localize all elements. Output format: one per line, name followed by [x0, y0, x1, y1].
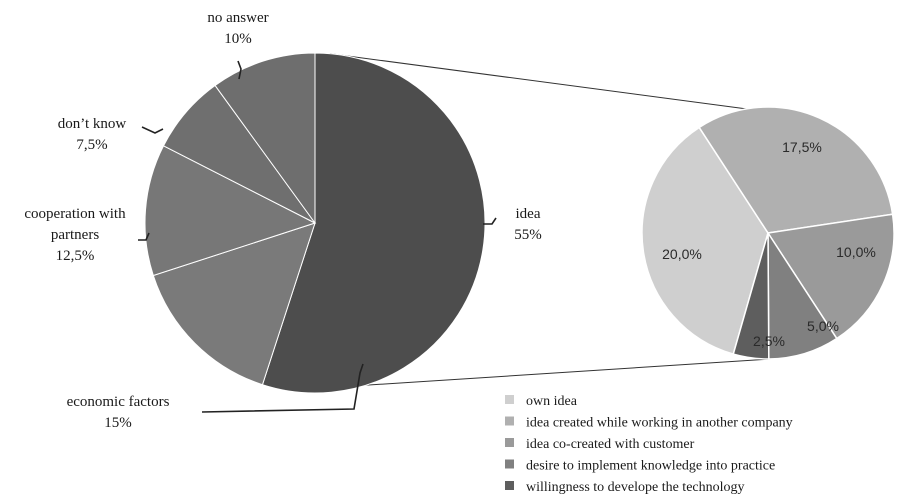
breakout-slice-idea-co-created-with-customer [766, 213, 895, 340]
legend-item-willingness-to-develope-the-technology: willingness to develope the technology [505, 480, 745, 495]
value-label-desire-to-implement-knowledge-into-practice: 5,0% [807, 318, 839, 334]
legend-label: desire to implement knowledge into pract… [526, 459, 775, 474]
leader-economic-factors [201, 363, 364, 413]
value-label-willingness-to-develope-the-technology: 2,5% [753, 333, 785, 349]
legend-item-desire-to-implement-knowledge-into-practice: desire to implement knowledge into pract… [505, 459, 775, 474]
main-leader-lines [138, 60, 497, 413]
legend-item-idea-created-while-working-in-another-company: idea created while working in another co… [505, 416, 793, 431]
leader-don-t-know [141, 126, 164, 134]
legend-label: idea co-created with customer [526, 437, 695, 452]
legend-swatch [505, 438, 514, 447]
legend-item-own-idea: own idea [505, 394, 578, 409]
slice-idea [261, 52, 486, 394]
value-label-own-idea: 20,0% [662, 246, 702, 262]
legend-label: willingness to develope the technology [526, 480, 745, 495]
breakout-slice-idea-created-while-working-in-another-company [698, 106, 894, 234]
main-labels: idea 55% economic factors 15% cooperation wi… [24, 10, 541, 431]
breakout-slice-willingness-to-develope-the-technology [732, 232, 770, 360]
legend-swatch [505, 416, 514, 426]
legend-swatch [505, 459, 514, 469]
legend-swatch [505, 481, 514, 490]
label-idea: idea 55% [514, 206, 542, 243]
value-label-idea-created-while-working-in-another-company: 17,5% [782, 139, 822, 155]
leader-cooperation-with-partners [138, 232, 150, 241]
slice-economic-factors [152, 222, 316, 386]
label-don-t-know: don’t know 7,5% [58, 116, 127, 153]
legend: own idea idea created while working in an… [505, 394, 793, 495]
label-cooperation-with-partners: cooperation with partners 12,5% [24, 206, 126, 264]
legend-swatch [505, 395, 514, 404]
legend-label: idea created while working in another co… [526, 416, 793, 431]
legend-label: own idea [526, 394, 578, 409]
leader-no-answer [237, 60, 242, 80]
breakout-pie [641, 106, 895, 360]
main-pie [144, 52, 486, 394]
breakout-slice-own-idea [641, 126, 769, 356]
legend-item-idea-co-created-with-customer: idea co-created with customer [505, 437, 695, 452]
label-no-answer: no answer 10% [207, 10, 268, 47]
value-label-idea-co-created-with-customer: 10,0% [836, 244, 876, 260]
breakout-labels: 20,0% 17,5% 10,0% 5,0% 2,5% [662, 139, 876, 349]
slice-no-answer [214, 52, 316, 225]
leader-idea [483, 217, 497, 225]
label-economic-factors: economic factors 15% [67, 394, 170, 431]
connector-top [329, 53, 747, 110]
slice-cooperation-with-partners [144, 145, 317, 277]
